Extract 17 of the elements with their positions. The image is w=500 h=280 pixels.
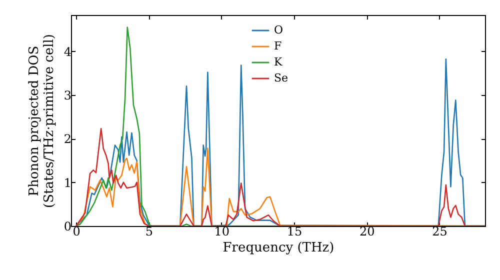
x-tick-label: 5: [145, 224, 154, 238]
legend-label: K: [274, 56, 283, 68]
x-tick-label: 25: [432, 224, 448, 238]
y-tick-label: 2: [64, 132, 72, 146]
y-tick-label: 1: [64, 176, 72, 190]
legend-label: O: [274, 24, 284, 36]
y-tick-label: 4: [64, 44, 72, 59]
x-tick-label: 20: [359, 224, 375, 238]
x-tick-label: 0: [72, 224, 80, 238]
y-tick-label: 3: [64, 88, 72, 102]
x-axis-title: Frequency (THz): [222, 240, 334, 256]
y-axis-title: Phonon projected DOS (States/THz·primitive cell): [26, 34, 57, 208]
x-tick-label: 15: [286, 224, 302, 238]
x-tick-label: 10: [214, 224, 230, 238]
line-series: [75, 128, 485, 226]
legend-label: Se: [274, 72, 288, 84]
legend-label: F: [274, 40, 282, 52]
